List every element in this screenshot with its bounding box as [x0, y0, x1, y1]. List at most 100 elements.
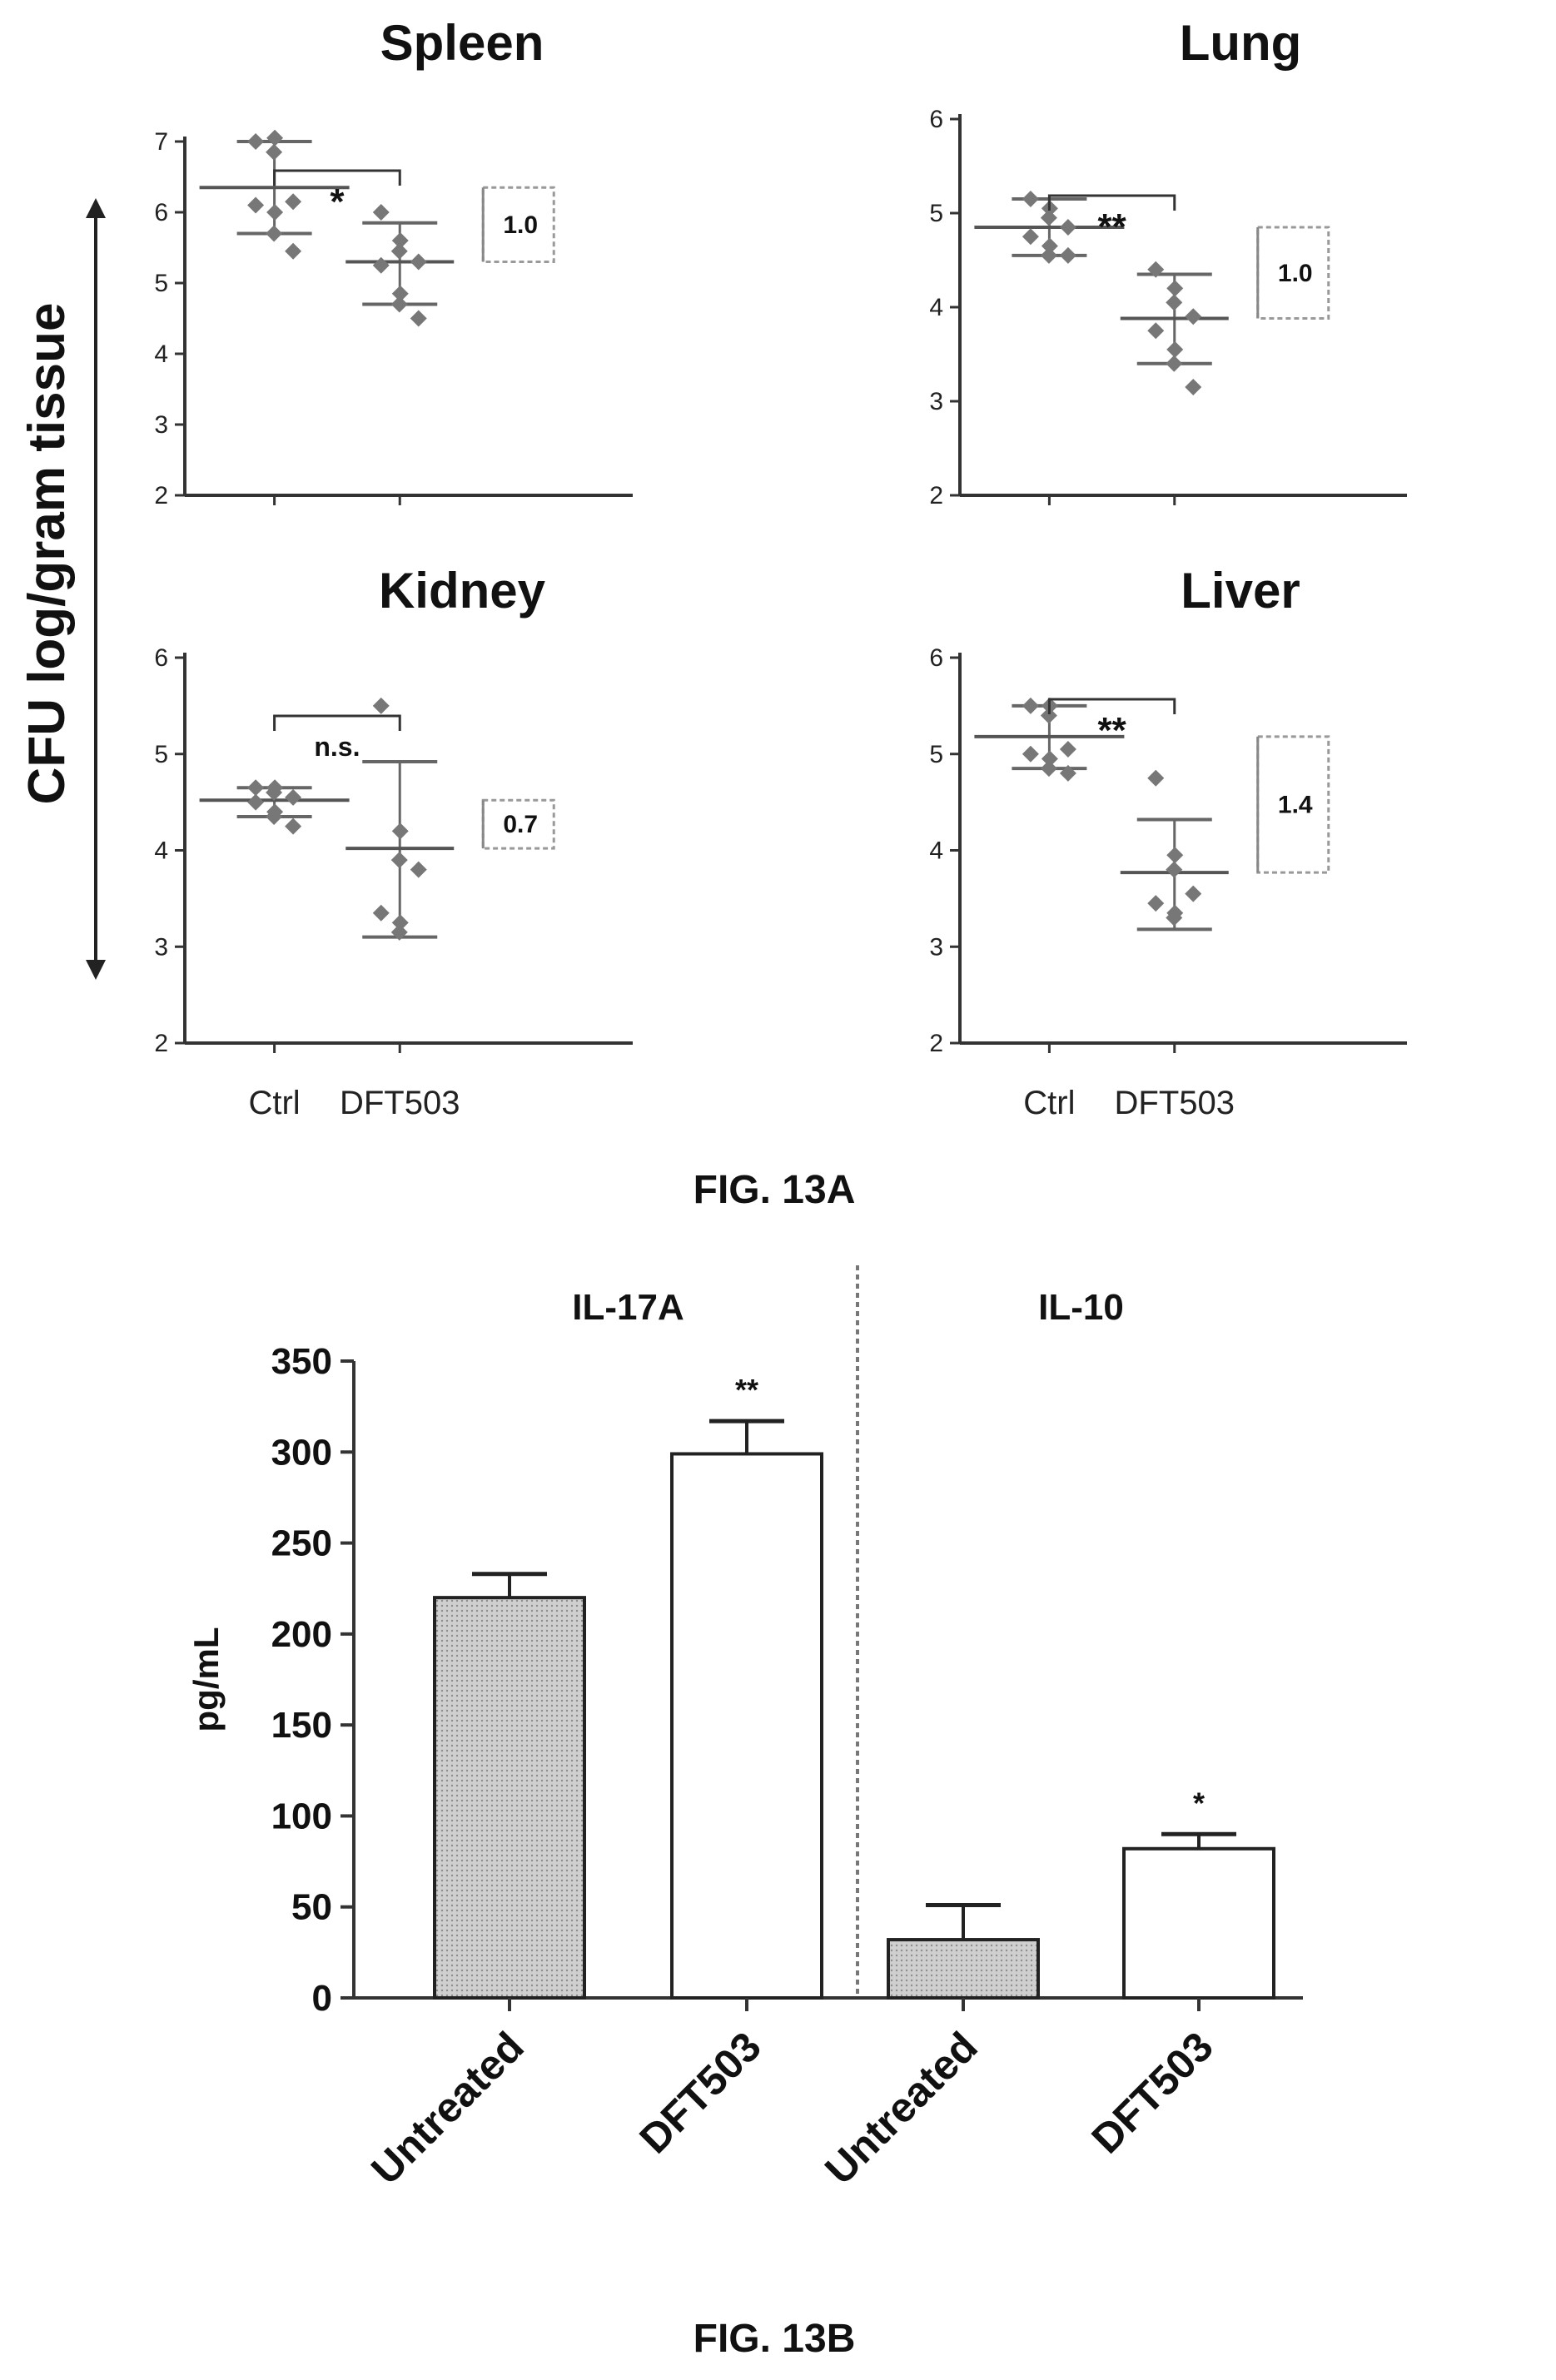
data-point — [410, 310, 427, 327]
fig13a-y-axis-label-group: CFU log/gram tissue — [18, 198, 106, 980]
data-point — [266, 143, 283, 161]
data-point — [372, 904, 390, 922]
y-tick-label: 0 — [312, 1978, 332, 2019]
y-tick-label: 100 — [271, 1796, 332, 1836]
data-point — [1040, 246, 1057, 264]
significance-bracket — [273, 714, 401, 731]
data-point — [372, 204, 390, 221]
y-tick-label: 250 — [271, 1523, 332, 1564]
arrow-up-icon — [86, 198, 106, 218]
significance-label: * — [330, 181, 345, 222]
data-point — [266, 807, 283, 825]
data-point — [1022, 697, 1039, 714]
y-tick-label: 5 — [154, 741, 168, 768]
data-point — [1147, 261, 1165, 278]
panel-lung: Lung 2 3 4 5 6 ** 1.0 — [929, 15, 1407, 509]
bar — [1122, 1846, 1275, 2000]
panel-spleen: Spleen 2 3 4 5 6 7 * 1.0 — [154, 15, 633, 509]
data-point — [266, 784, 283, 802]
data-point — [285, 242, 302, 260]
data-point — [1059, 218, 1076, 236]
y-tick-label: 3 — [154, 411, 168, 439]
panel-title: Liver — [1181, 563, 1300, 619]
data-point — [390, 296, 408, 313]
data-point — [1147, 769, 1165, 787]
bar — [670, 1452, 823, 2000]
data-point — [391, 822, 409, 840]
data-point — [1040, 209, 1057, 226]
significance-bracket — [1047, 194, 1176, 211]
panel-title: Lung — [1180, 15, 1302, 71]
difference-box — [481, 798, 555, 850]
data-point — [390, 852, 408, 869]
x-category-label: Untreated — [816, 2023, 987, 2194]
data-point — [391, 285, 409, 302]
data-point — [1040, 707, 1057, 724]
data-point — [266, 225, 283, 242]
data-point — [1022, 228, 1039, 246]
difference-label: 1.0 — [1278, 260, 1313, 287]
difference-label: 1.0 — [503, 211, 538, 239]
data-point — [1059, 740, 1076, 758]
x-category-label: Untreated — [362, 2023, 533, 2194]
data-point — [390, 242, 408, 260]
data-point — [1166, 861, 1183, 878]
significance-bracket — [273, 169, 401, 186]
fig13a-y-axis-label: CFU log/gram tissue — [18, 303, 76, 805]
x-category-label: DFT503 — [1082, 2023, 1221, 2162]
y-tick-label: 5 — [929, 741, 943, 768]
difference-label: 1.4 — [1278, 792, 1313, 819]
data-point — [1166, 340, 1184, 358]
y-tick-label: 6 — [154, 199, 168, 226]
panel-title: Spleen — [380, 15, 544, 71]
data-point — [1041, 237, 1058, 255]
significance-label: ** — [1097, 206, 1126, 247]
fig13b-y-axis-label: pg/mL — [186, 1627, 226, 1732]
data-point — [1059, 764, 1076, 782]
data-point — [1147, 322, 1165, 340]
data-point — [1040, 760, 1057, 778]
data-point — [391, 232, 409, 249]
data-point — [266, 204, 284, 221]
data-point — [390, 923, 408, 941]
panel-liver: Liver 2 3 4 5 6 ** 1.4 Ctrl DFT503 — [929, 563, 1407, 1121]
data-point — [1147, 895, 1165, 912]
data-point — [391, 914, 409, 932]
significance-label: n.s. — [314, 732, 360, 762]
data-point — [247, 793, 265, 811]
y-tick-label: 4 — [929, 294, 943, 321]
x-category-label: DFT503 — [630, 2023, 769, 2162]
data-point — [266, 129, 284, 147]
data-point — [285, 788, 302, 806]
bar — [433, 1596, 586, 2000]
y-tick-label: 6 — [929, 106, 943, 133]
y-tick-label: 3 — [929, 388, 943, 415]
y-tick-label: 300 — [271, 1432, 332, 1473]
data-point — [247, 196, 265, 214]
data-point — [1185, 885, 1202, 902]
x-category-label: DFT503 — [1115, 1085, 1235, 1121]
data-point — [410, 253, 427, 271]
y-tick-label: 2 — [154, 482, 168, 509]
data-point — [1166, 355, 1183, 372]
y-tick-label: 6 — [929, 644, 943, 672]
y-tick-label: 5 — [154, 270, 168, 297]
bar — [887, 1938, 1040, 2000]
data-point — [1022, 745, 1039, 763]
significance-bracket — [1047, 698, 1176, 714]
data-point — [1166, 847, 1184, 864]
fig13a-caption: FIG. 13A — [693, 1168, 856, 1212]
panel-kidney: Kidney 2 3 4 5 6 n.s. 0.7 Ctrl DFT503 — [154, 563, 633, 1121]
y-tick-label: 3 — [154, 933, 168, 961]
arrow-down-icon — [86, 960, 106, 980]
data-point — [285, 817, 302, 835]
data-point — [1059, 246, 1076, 264]
data-point — [1185, 379, 1202, 396]
data-point — [410, 861, 427, 878]
y-tick-label: 200 — [271, 1614, 332, 1655]
data-point — [285, 193, 302, 211]
y-tick-label: 350 — [271, 1341, 332, 1382]
data-point — [247, 133, 265, 150]
y-tick-label: 150 — [271, 1705, 332, 1746]
